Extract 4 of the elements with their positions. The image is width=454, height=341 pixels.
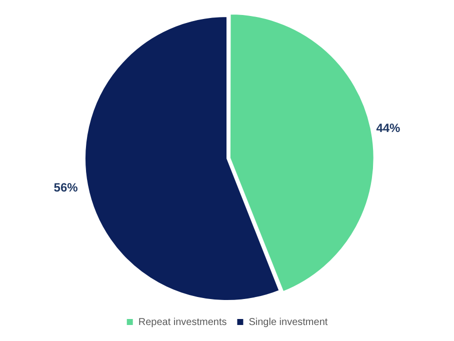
legend-label: Repeat investments (138, 316, 227, 328)
legend-label: Single investment (248, 316, 328, 328)
data-label: 44% (376, 121, 401, 136)
data-label: 56% (54, 180, 78, 194)
